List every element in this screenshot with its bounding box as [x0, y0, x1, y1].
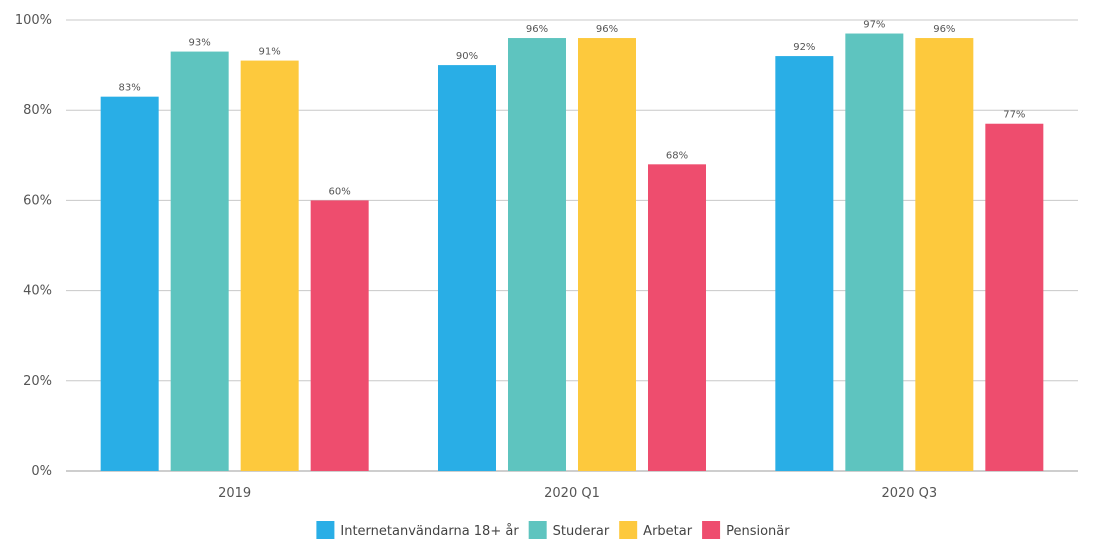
gridlines: [66, 19, 1078, 472]
bar: [508, 38, 566, 471]
bar: [985, 123, 1044, 471]
data-label: 96%: [596, 24, 618, 35]
x-tick-label: 2019: [218, 486, 251, 501]
data-label: 96%: [526, 24, 548, 35]
bar: [845, 33, 904, 471]
legend-label: Internetanvändarna 18+ år: [340, 524, 519, 539]
bar: [100, 96, 159, 472]
bar: [578, 38, 636, 471]
y-tick-label: 100%: [15, 13, 52, 28]
data-label: 92%: [793, 42, 815, 53]
y-tick-label: 20%: [23, 374, 52, 389]
data-label: 93%: [189, 38, 211, 49]
legend-swatch: [619, 521, 638, 539]
bar: [438, 65, 496, 471]
legend: Internetanvändarna 18+ år Studerar Arbetar…: [316, 521, 790, 539]
bar: [240, 60, 299, 472]
y-tick-label: 80%: [23, 103, 52, 118]
data-label: 77%: [1003, 110, 1025, 121]
legend-label: Studerar: [553, 524, 610, 539]
x-tick-label: 2020 Q1: [544, 486, 600, 501]
y-axis: 0% 20% 40% 60% 80% 100%: [15, 13, 52, 479]
legend-swatch: [316, 521, 335, 539]
data-label: 90%: [456, 51, 478, 62]
legend-label: Pensionär: [726, 524, 790, 539]
bar: [170, 51, 229, 471]
bar: [648, 164, 706, 471]
data-label: 97%: [863, 20, 885, 31]
bar: [775, 56, 834, 472]
data-label: 91%: [259, 47, 281, 58]
legend-label: Arbetar: [643, 524, 693, 539]
x-axis: 2019 2020 Q1 2020 Q3: [218, 486, 937, 501]
legend-swatch: [702, 521, 721, 539]
data-label: 60%: [329, 186, 351, 197]
y-tick-label: 60%: [23, 193, 52, 208]
y-tick-label: 40%: [23, 284, 52, 299]
bars: 83% 93% 91% 60% 90% 96% 96% 68% 92% 97% 96% 77%: [100, 20, 1044, 472]
data-label: 83%: [119, 83, 141, 94]
bar: [915, 38, 974, 471]
data-label: 68%: [666, 150, 688, 161]
legend-swatch: [528, 521, 547, 539]
bar: [310, 200, 369, 471]
x-tick-label: 2020 Q3: [881, 486, 937, 501]
data-label: 96%: [933, 24, 955, 35]
y-tick-label: 0%: [31, 464, 52, 479]
